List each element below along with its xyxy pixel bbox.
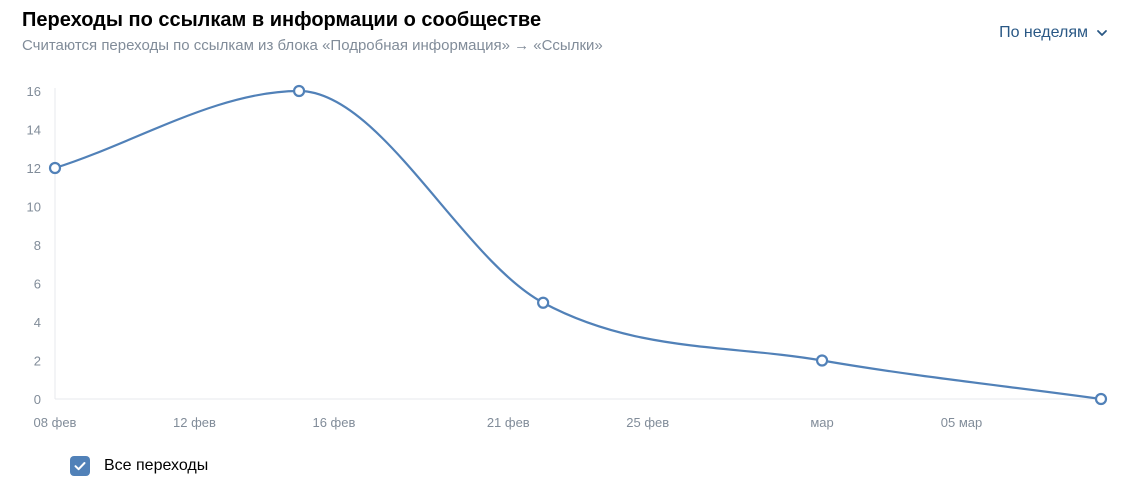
- data-point[interactable]: [292, 84, 306, 98]
- y-tick-label: 0: [34, 392, 41, 407]
- checkmark-icon: [70, 456, 90, 476]
- y-tick-label: 6: [34, 277, 41, 292]
- y-tick-label: 8: [34, 238, 41, 253]
- x-tick-label: 21 фев: [487, 415, 530, 430]
- y-tick-label: 16: [27, 84, 41, 99]
- x-tick-label: 16 фев: [312, 415, 355, 430]
- x-tick-label: 25 фев: [626, 415, 669, 430]
- y-tick-label: 10: [27, 200, 41, 215]
- y-tick-label: 4: [34, 315, 41, 330]
- chart-header: Переходы по ссылкам в информации о сообщ…: [22, 8, 603, 55]
- x-axis: 08 фев 12 фев 16 фев 21 фев 25 фев мар 05 мар: [34, 398, 1101, 430]
- x-tick-label: мар: [810, 415, 833, 430]
- legend: Все переходы: [70, 456, 208, 476]
- data-point[interactable]: [1094, 392, 1108, 406]
- x-tick-label: 12 фев: [173, 415, 216, 430]
- y-tick-label: 14: [27, 123, 41, 138]
- legend-label: Все переходы: [104, 457, 209, 474]
- data-point[interactable]: [48, 161, 62, 175]
- period-selector-label: По неделям: [999, 24, 1088, 41]
- chevron-down-icon: [1097, 30, 1107, 36]
- data-point[interactable]: [815, 354, 829, 367]
- series-line: [54, 89, 1102, 401]
- x-tick-label: 08 фев: [34, 415, 77, 430]
- y-tick-label: 2: [34, 354, 41, 369]
- legend-checkbox[interactable]: [70, 456, 90, 476]
- chart-title: Переходы по ссылкам в информации о сообщ…: [22, 9, 542, 31]
- chart-subtitle: Считаются переходы по ссылкам из блока «…: [22, 37, 603, 54]
- y-axis: 0 2 4 6 8 10 12 14 16: [27, 84, 56, 407]
- data-point[interactable]: [537, 296, 550, 309]
- series-layer: [48, 84, 1108, 406]
- x-tick-label: 05 мар: [941, 415, 982, 430]
- y-tick-label: 12: [27, 161, 41, 176]
- period-selector[interactable]: По неделям: [999, 24, 1108, 42]
